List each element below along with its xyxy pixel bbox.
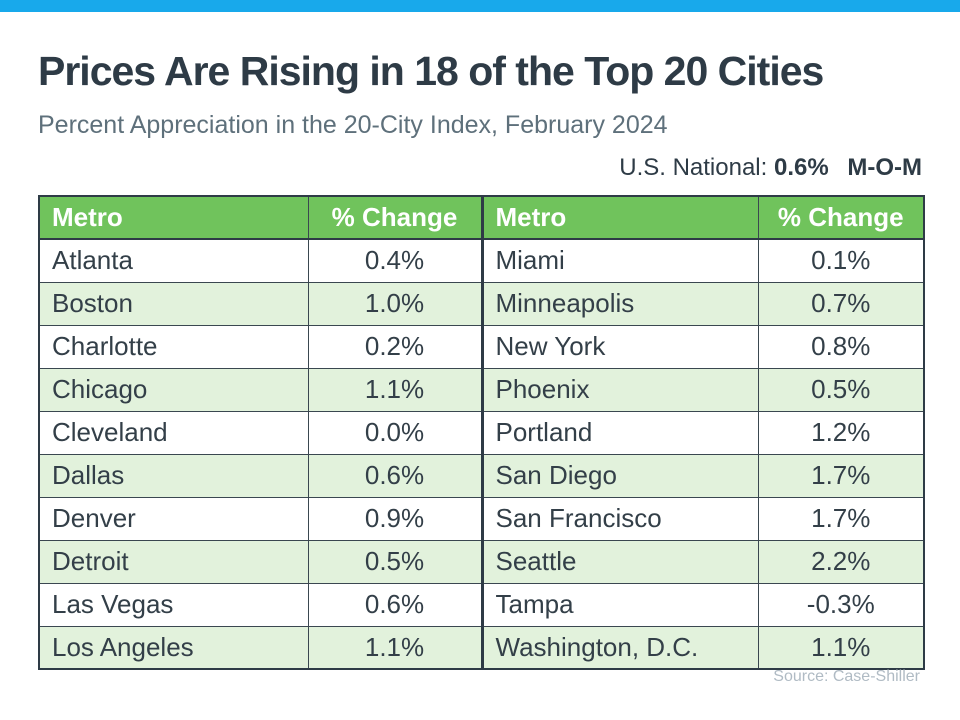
- table-row: Dallas 0.6% San Diego 1.7%: [38, 453, 925, 498]
- metro-cell: San Francisco: [480, 496, 759, 541]
- metro-table-body: Atlanta 0.4% Miami 0.1% Boston 1.0% Minneapoli…: [38, 238, 925, 670]
- table-row: Charlotte 0.2% New York 0.8%: [38, 324, 925, 369]
- national-period: M-O-M: [847, 154, 922, 181]
- change-cell: 1.0%: [307, 281, 483, 326]
- page-subtitle: Percent Appreciation in the 20-City Inde…: [38, 111, 668, 139]
- metro-cell: Boston: [38, 281, 309, 326]
- change-cell: 0.1%: [757, 238, 925, 283]
- metro-cell: Miami: [480, 238, 759, 283]
- table-row: Detroit 0.5% Seattle 2.2%: [38, 539, 925, 584]
- metro-cell: Charlotte: [38, 324, 309, 369]
- metro-change-table: Metro % Change Metro % Change Atlanta 0.4…: [38, 195, 925, 670]
- metro-cell: Cleveland: [38, 410, 309, 455]
- slide-content: Prices Are Rising in 18 of the Top 20 Ci…: [0, 12, 960, 670]
- metro-cell: Minneapolis: [480, 281, 759, 326]
- change-cell: 1.7%: [757, 453, 925, 498]
- metro-cell: Chicago: [38, 367, 309, 412]
- metro-cell: Seattle: [480, 539, 759, 584]
- change-cell: 0.5%: [757, 367, 925, 412]
- change-cell: 0.4%: [307, 238, 483, 283]
- column-header-metro-left: Metro: [38, 195, 309, 240]
- column-header-change-right: % Change: [757, 195, 925, 240]
- table-row: Atlanta 0.4% Miami 0.1%: [38, 238, 925, 283]
- table-row: Las Vegas 0.6% Tampa -0.3%: [38, 582, 925, 627]
- change-cell: 0.2%: [307, 324, 483, 369]
- change-cell: 1.1%: [307, 367, 483, 412]
- column-header-change-left: % Change: [307, 195, 483, 240]
- table-row: Chicago 1.1% Phoenix 0.5%: [38, 367, 925, 412]
- change-cell: 1.1%: [307, 625, 483, 670]
- metro-cell: Atlanta: [38, 238, 309, 283]
- metro-cell: Dallas: [38, 453, 309, 498]
- change-cell: 0.7%: [757, 281, 925, 326]
- metro-cell: Washington, D.C.: [480, 625, 759, 670]
- table-header: Metro % Change Metro % Change: [38, 195, 925, 240]
- change-cell: 1.1%: [757, 625, 925, 670]
- table-row: Denver 0.9% San Francisco 1.7%: [38, 496, 925, 541]
- change-cell: 1.2%: [757, 410, 925, 455]
- table-row: Los Angeles 1.1% Washington, D.C. 1.1%: [38, 625, 925, 670]
- header-row: Metro % Change Metro % Change: [38, 195, 925, 240]
- change-cell: 0.6%: [307, 582, 483, 627]
- change-cell: 0.8%: [757, 324, 925, 369]
- source-credit: Source: Case-Shiller: [773, 668, 920, 685]
- change-cell: 2.2%: [757, 539, 925, 584]
- change-cell: 0.6%: [307, 453, 483, 498]
- metro-cell: New York: [480, 324, 759, 369]
- table-row: Cleveland 0.0% Portland 1.2%: [38, 410, 925, 455]
- change-cell: 0.9%: [307, 496, 483, 541]
- metro-cell: Denver: [38, 496, 309, 541]
- change-cell: 1.7%: [757, 496, 925, 541]
- national-summary: U.S. National: 0.6% M-O-M: [38, 154, 922, 182]
- page-title: Prices Are Rising in 18 of the Top 20 Ci…: [38, 48, 824, 94]
- change-cell: 0.0%: [307, 410, 483, 455]
- metro-cell: Las Vegas: [38, 582, 309, 627]
- metro-cell: Portland: [480, 410, 759, 455]
- metro-cell: Tampa: [480, 582, 759, 627]
- metro-cell: Phoenix: [480, 367, 759, 412]
- metro-cell: San Diego: [480, 453, 759, 498]
- metro-cell: Detroit: [38, 539, 309, 584]
- national-label: U.S. National:: [619, 154, 768, 181]
- metro-cell: Los Angeles: [38, 625, 309, 670]
- accent-top-bar: [0, 0, 960, 12]
- change-cell: 0.5%: [307, 539, 483, 584]
- change-cell: -0.3%: [757, 582, 925, 627]
- national-value: 0.6%: [773, 154, 829, 181]
- table-row: Boston 1.0% Minneapolis 0.7%: [38, 281, 925, 326]
- column-header-metro-right: Metro: [480, 195, 759, 240]
